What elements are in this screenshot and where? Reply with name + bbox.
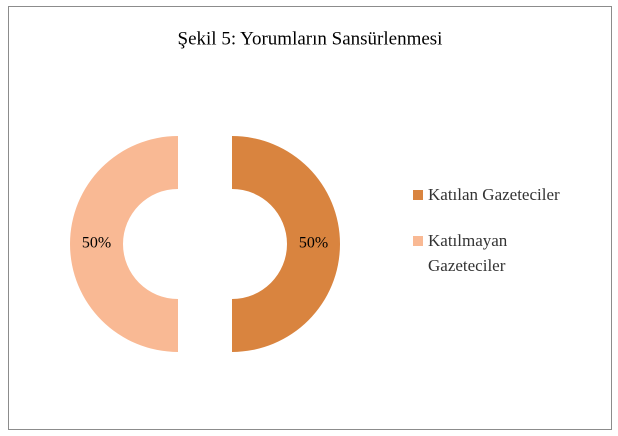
chart-title: Şekil 5: Yorumların Sansürlenmesi: [178, 28, 443, 49]
legend-item: Katılan Gazeteciler: [413, 182, 583, 207]
legend-item: Katılmayan Gazeteciler: [413, 228, 583, 278]
legend-swatch: [413, 190, 423, 200]
data-label: 50%: [82, 235, 111, 252]
data-label: 50%: [299, 235, 328, 252]
donut-segment: [70, 136, 178, 352]
legend-label: Katılan Gazeteciler: [428, 185, 560, 204]
legend-swatch: [413, 236, 423, 246]
donut-segment: [232, 136, 340, 352]
legend-label: Katılmayan Gazeteciler: [428, 231, 508, 275]
legend: Katılan Gazeteciler Katılmayan Gazetecile…: [413, 182, 583, 299]
